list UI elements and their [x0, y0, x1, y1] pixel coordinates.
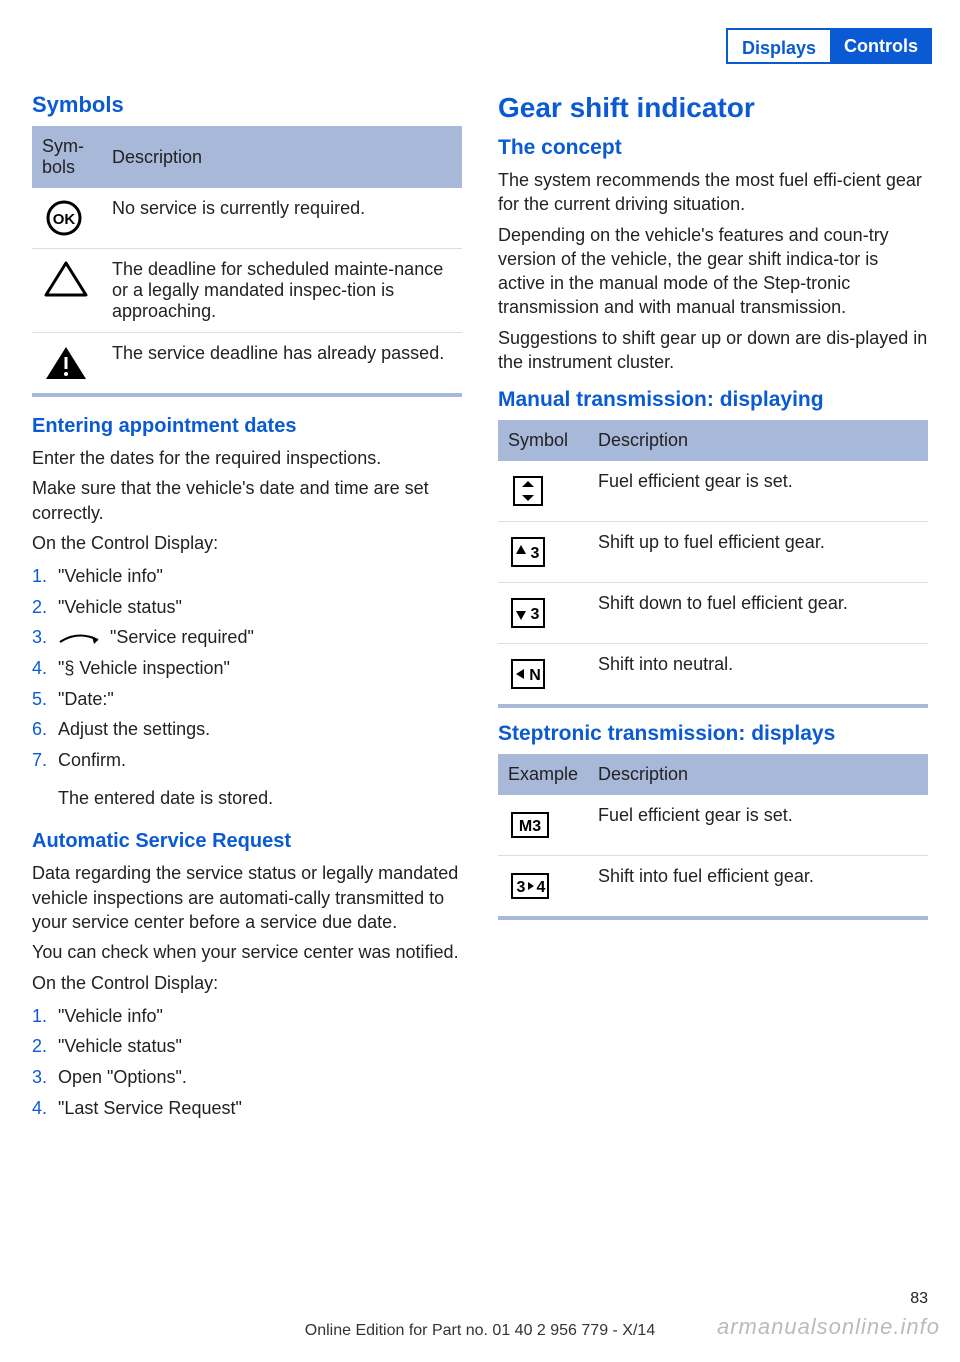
- steptronic-table: Example Description M3 Fuel efficient ge…: [498, 754, 928, 920]
- steptronic-heading: Steptronic transmission: displays: [498, 722, 928, 746]
- list-item: Adjust the settings.: [58, 714, 210, 745]
- step-desc-1: Shift into fuel efficient gear.: [588, 856, 928, 919]
- auto-heading: Automatic Service Request: [32, 830, 462, 853]
- table-row: N Shift into neutral.: [498, 644, 928, 707]
- table-row: The deadline for scheduled mainte‐nance …: [32, 249, 462, 333]
- table-row: 3 Shift up to fuel efficient gear.: [498, 522, 928, 583]
- svg-text:M3: M3: [519, 818, 541, 835]
- manual-table: Symbol Description Fuel efficient gear i…: [498, 420, 928, 708]
- entering-p2: Make sure that the vehicle's date and ti…: [32, 476, 462, 525]
- header-tabs: Displays Controls: [726, 28, 932, 64]
- table-row: Fuel efficient gear is set.: [498, 461, 928, 522]
- ok-icon: OK: [42, 198, 90, 238]
- manual-desc-0: Fuel efficient gear is set.: [588, 461, 928, 522]
- list-item: "§ Vehicle inspection": [58, 653, 230, 684]
- shift-neutral-icon: N: [508, 654, 548, 694]
- list-item: "Vehicle status": [58, 1031, 182, 1062]
- step-col1: Example: [498, 754, 588, 795]
- symbols-heading: Symbols: [32, 92, 462, 118]
- step-desc-0: Fuel efficient gear is set.: [588, 795, 928, 856]
- auto-p2: You can check when your service center w…: [32, 940, 462, 964]
- manual-desc-1: Shift up to fuel efficient gear.: [588, 522, 928, 583]
- entering-heading: Entering appointment dates: [32, 415, 462, 438]
- auto-p3: On the Control Display:: [32, 971, 462, 995]
- list-item: "Vehicle status": [58, 592, 182, 623]
- warning-triangle-filled-icon: [42, 343, 90, 383]
- svg-text:3: 3: [531, 545, 540, 562]
- manual-heading: Manual transmission: displaying: [498, 388, 928, 412]
- svg-text:4: 4: [537, 879, 546, 896]
- header-tab-displays: Displays: [726, 28, 830, 64]
- auto-list: 1."Vehicle info" 2."Vehicle status" 3.Op…: [32, 1001, 462, 1123]
- table-row: OK No service is currently required.: [32, 188, 462, 249]
- gear-set-icon: [508, 471, 548, 511]
- entering-tail: The entered date is stored.: [58, 785, 462, 812]
- table-row: 3 4 Shift into fuel efficient gear.: [498, 856, 928, 919]
- table-row: The service deadline has already passed.: [32, 333, 462, 396]
- arrow-swoosh-icon: [58, 632, 104, 646]
- step-col2: Description: [588, 754, 928, 795]
- manual-col2: Description: [588, 420, 928, 461]
- entering-list: 1."Vehicle info" 2."Vehicle status" 3. "…: [32, 561, 462, 775]
- svg-text:N: N: [529, 667, 541, 684]
- list-item: "Vehicle info": [58, 1001, 163, 1032]
- m3-gear-icon: M3: [508, 805, 552, 845]
- left-column: Symbols Sym‐ bols Description OK No serv…: [32, 92, 462, 1133]
- shift-up-icon: 3: [508, 532, 548, 572]
- symbols-col2: Description: [102, 126, 462, 188]
- list-item: "Date:": [58, 684, 114, 715]
- manual-desc-3: Shift into neutral.: [588, 644, 928, 707]
- concept-p3: Suggestions to shift gear up or down are…: [498, 326, 928, 375]
- auto-p1: Data regarding the service status or leg…: [32, 861, 462, 934]
- symbols-table: Sym‐ bols Description OK No service is c…: [32, 126, 462, 397]
- gear-shift-title: Gear shift indicator: [498, 92, 928, 124]
- entering-p1: Enter the dates for the required inspect…: [32, 446, 462, 470]
- symbols-col1: Sym‐ bols: [32, 126, 102, 188]
- svg-text:3: 3: [531, 606, 540, 623]
- concept-p1: The system recommends the most fuel effi…: [498, 168, 928, 217]
- list-item: Open "Options".: [58, 1062, 187, 1093]
- table-row: 3 Shift down to fuel efficient gear.: [498, 583, 928, 644]
- manual-desc-2: Shift down to fuel efficient gear.: [588, 583, 928, 644]
- symbols-desc-1: The deadline for scheduled mainte‐nance …: [102, 249, 462, 333]
- entering-p3: On the Control Display:: [32, 531, 462, 555]
- concept-p2: Depending on the vehicle's features and …: [498, 223, 928, 320]
- symbols-desc-0: No service is currently required.: [102, 188, 462, 249]
- concept-heading: The concept: [498, 136, 928, 160]
- right-column: Gear shift indicator The concept The sys…: [498, 92, 928, 1133]
- symbols-desc-2: The service deadline has already passed.: [102, 333, 462, 396]
- list-item: Confirm.: [58, 745, 126, 776]
- svg-text:OK: OK: [53, 211, 76, 228]
- svg-text:3: 3: [517, 879, 526, 896]
- warning-triangle-icon: [42, 259, 90, 299]
- watermark: armanualsonline.info: [717, 1314, 940, 1340]
- shift-down-icon: 3: [508, 593, 548, 633]
- manual-col1: Symbol: [498, 420, 588, 461]
- table-row: M3 Fuel efficient gear is set.: [498, 795, 928, 856]
- header-tab-controls: Controls: [830, 28, 932, 64]
- list-item: "Vehicle info": [58, 561, 163, 592]
- shift-to-4-icon: 3 4: [508, 866, 552, 906]
- list-item: "Last Service Request": [58, 1093, 242, 1124]
- list-item: "Service required": [58, 622, 254, 653]
- page-number: 83: [910, 1290, 928, 1308]
